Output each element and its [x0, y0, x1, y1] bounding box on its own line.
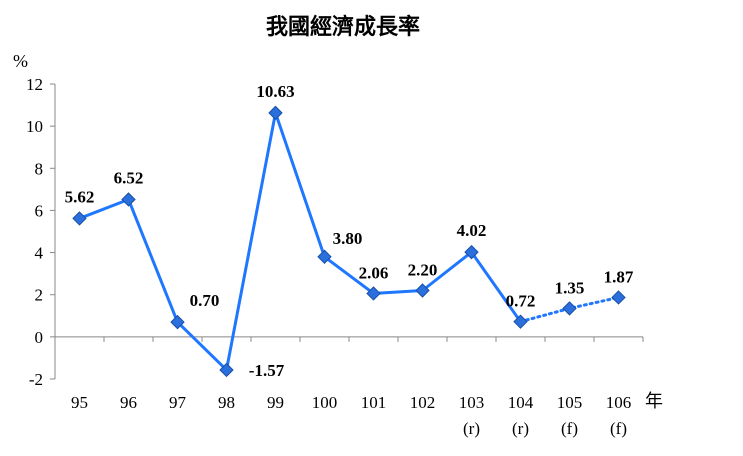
- data-label: -1.57: [249, 361, 285, 380]
- data-point: [219, 362, 234, 378]
- data-label: 2.06: [359, 263, 389, 282]
- data-point: [611, 290, 626, 305]
- x-tick-label: 104: [508, 393, 534, 412]
- data-markers: [72, 105, 626, 378]
- y-axis-unit: %: [13, 51, 28, 71]
- x-axis-unit: 年: [645, 391, 663, 411]
- y-tick-labels: 12 10 8 6 4 2 0 -2: [26, 75, 44, 389]
- x-tick-note: (r): [463, 419, 480, 438]
- data-point: [415, 283, 430, 298]
- series-line-actual: [78, 111, 522, 372]
- x-tick-note: (f): [561, 419, 578, 438]
- data-label: 0.70: [190, 291, 220, 310]
- axes: [50, 83, 644, 380]
- x-tick-note: (f): [610, 419, 627, 438]
- y-tick-label: 6: [35, 201, 44, 220]
- data-label: 4.02: [457, 221, 487, 240]
- data-label: 6.52: [114, 168, 144, 187]
- data-point: [268, 105, 283, 121]
- data-point: [513, 314, 528, 329]
- y-tick-label: 10: [26, 117, 43, 136]
- x-tick-label: 106: [606, 393, 632, 412]
- x-tick-label: 100: [312, 393, 338, 412]
- data-point: [562, 301, 577, 316]
- data-point: [121, 192, 136, 207]
- data-label: 1.87: [604, 267, 634, 286]
- x-tick-label: 105: [557, 393, 583, 412]
- data-label: 1.35: [555, 278, 585, 297]
- x-tick-label: 99: [267, 393, 284, 412]
- y-tick-label: 2: [35, 286, 44, 305]
- x-tick-label: 101: [361, 393, 387, 412]
- x-tick-note: (r): [512, 419, 529, 438]
- y-tick-label: 0: [35, 328, 44, 347]
- data-label: 3.80: [333, 229, 363, 248]
- data-label: 2.20: [408, 261, 438, 280]
- y-tick-label: 8: [35, 159, 44, 178]
- data-labels: 5.62 6.52 0.70 -1.57 10.63 3.80 2.06 2.20 4.02 0.…: [65, 82, 634, 380]
- x-tick-label: 95: [71, 393, 88, 412]
- data-point: [317, 249, 332, 264]
- data-label: 5.62: [65, 187, 95, 206]
- chart-title: 我國經濟成長率: [266, 14, 420, 40]
- x-tick-label: 103: [459, 393, 485, 412]
- x-tick-labels: 95 96 97 98 99 100 101 102 103 (r) 104 (r) 105 (f) 106…: [71, 393, 631, 438]
- data-point: [464, 244, 479, 260]
- x-tick-label: 102: [410, 393, 436, 412]
- data-label: 0.72: [506, 292, 536, 311]
- y-tick-label: 12: [26, 75, 43, 94]
- y-tick-label: -2: [29, 370, 43, 389]
- x-tick-label: 97: [169, 393, 187, 412]
- data-label: 10.63: [256, 82, 294, 101]
- data-point: [170, 314, 185, 330]
- y-tick-label: 4: [35, 244, 44, 263]
- data-point: [72, 211, 87, 226]
- x-tick-label: 98: [218, 393, 235, 412]
- x-tick-label: 96: [120, 393, 137, 412]
- data-point: [366, 286, 381, 301]
